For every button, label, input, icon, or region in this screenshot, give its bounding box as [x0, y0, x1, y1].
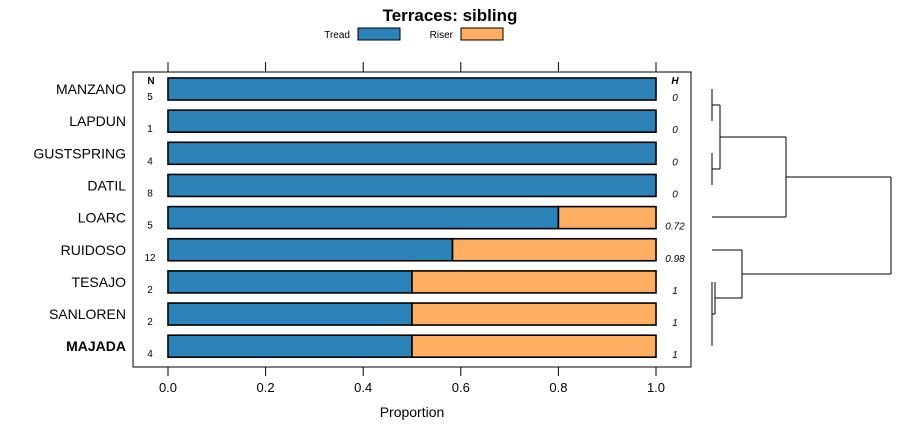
n-value: 5	[147, 92, 153, 103]
legend: Tread Riser	[324, 27, 504, 41]
h-value: 1	[672, 350, 678, 361]
category-label: GUSTSPRING	[33, 145, 126, 161]
n-value: 2	[147, 285, 153, 296]
category-label: SANLOREN	[49, 306, 126, 322]
h-value: 0	[672, 93, 678, 104]
category-label: LAPDUN	[69, 113, 126, 129]
bar-riser	[451, 237, 657, 262]
n-value: 8	[147, 188, 153, 199]
bar-riser	[411, 302, 657, 326]
h-value: 0.98	[665, 254, 685, 265]
dendrogram	[711, 89, 892, 346]
n-labels: 5 1 4 8 5 12 2 2 4	[144, 92, 156, 360]
bar-tread	[167, 77, 657, 101]
bar-riser	[557, 205, 657, 230]
n-value: 1	[147, 124, 153, 135]
h-value: 0	[672, 157, 678, 168]
n-value: 2	[147, 317, 153, 328]
h-labels: 0 0 0 0 0.72 0.98 1 1 1	[665, 93, 685, 361]
bar-tread	[167, 270, 413, 294]
x-tick-label: 0.4	[354, 380, 372, 395]
bar-tread	[167, 302, 413, 326]
h-value: 1	[672, 286, 678, 297]
dendrogram-branch	[711, 89, 892, 346]
category-label: LOARC	[78, 210, 126, 226]
x-tick-label: 0.6	[452, 380, 470, 395]
x-tick-label: 0.8	[549, 380, 567, 395]
n-value: 12	[144, 253, 156, 264]
x-axis: 0.0 0.2 0.4 0.6 0.8 1.0	[159, 367, 665, 395]
bar-tread	[167, 237, 454, 262]
top-axis	[167, 62, 657, 72]
category-label: RUIDOSO	[61, 242, 126, 258]
x-tick-label: 0.0	[159, 380, 177, 395]
category-label: DATIL	[87, 177, 126, 193]
bar-tread	[167, 334, 413, 359]
h-value: 1	[672, 318, 678, 329]
n-value: 5	[147, 221, 153, 232]
category-label: MANZANO	[56, 81, 126, 97]
legend-swatch-tread	[357, 27, 401, 41]
category-labels: MANZANO LAPDUN GUSTSPRING DATIL LOARC RUIDOSO…	[33, 81, 126, 354]
bars	[167, 77, 657, 359]
chart-title: Terraces: sibling	[383, 6, 518, 25]
bar-tread	[167, 141, 657, 166]
bar-tread	[167, 173, 657, 198]
x-axis-label: Proportion	[380, 404, 445, 420]
bar-riser	[411, 270, 657, 294]
category-label: TESAJO	[72, 274, 127, 290]
legend-label-tread: Tread	[324, 30, 350, 41]
n-value: 4	[147, 156, 153, 167]
x-tick-label: 1.0	[647, 380, 665, 395]
bar-tread	[167, 205, 560, 230]
h-value: 0.72	[665, 222, 685, 233]
bar-riser	[411, 334, 657, 359]
bar-tread	[167, 109, 657, 133]
legend-swatch-riser	[460, 27, 504, 41]
plot-frame	[132, 71, 692, 368]
h-value: 0	[672, 125, 678, 136]
x-tick-label: 0.2	[257, 380, 275, 395]
n-value: 4	[147, 349, 153, 360]
n-header: N	[147, 76, 154, 87]
legend-label-riser: Riser	[430, 30, 454, 41]
category-label: MAJADA	[66, 338, 126, 354]
h-value: 0	[672, 189, 678, 200]
h-header: H	[671, 76, 679, 87]
